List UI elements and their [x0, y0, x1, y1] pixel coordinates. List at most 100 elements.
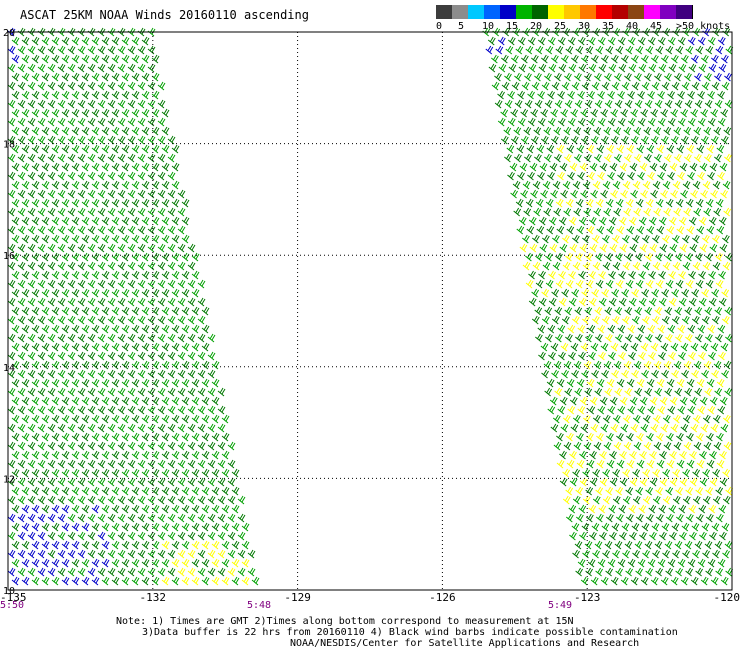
wind-barb: [586, 459, 595, 469]
wind-barb: [57, 135, 66, 145]
wind-barb: [151, 522, 160, 532]
wind-barb: [177, 495, 186, 505]
wind-barb: [81, 234, 90, 244]
wind-barb: [628, 63, 637, 73]
wind-barb: [582, 261, 591, 271]
wind-barb: [141, 216, 150, 226]
wind-barb: [619, 396, 628, 406]
wind-barb: [51, 468, 60, 478]
wind-barb: [725, 252, 733, 262]
wind-barb: [221, 450, 230, 460]
wind-barb: [540, 342, 549, 352]
wind-barb: [642, 180, 651, 190]
wind-barb: [17, 477, 26, 487]
wind-barb: [17, 369, 26, 379]
wind-barb: [642, 495, 651, 505]
wind-barb: [77, 513, 86, 523]
wind-barb: [51, 234, 60, 244]
legend-label: >50 knots: [676, 21, 731, 32]
wind-barb: [247, 567, 256, 577]
wind-barb: [217, 459, 226, 469]
wind-barb: [584, 540, 593, 550]
wind-barb: [61, 72, 70, 82]
wind-barb: [487, 36, 496, 46]
wind-barb: [497, 117, 506, 127]
wind-barb: [111, 198, 120, 208]
wind-barb: [696, 459, 705, 469]
wind-barb: [207, 495, 216, 505]
wind-barb: [51, 306, 60, 316]
wind-barb: [197, 315, 206, 325]
wind-barb: [488, 63, 497, 73]
wind-barb: [609, 450, 617, 460]
wind-barb: [705, 513, 714, 523]
wind-barb: [131, 432, 140, 442]
wind-barb: [47, 81, 56, 91]
wind-barb: [31, 198, 40, 208]
wind-barb: [603, 441, 612, 451]
wind-barb: [147, 207, 156, 217]
wind-barb: [197, 351, 206, 361]
wind-barb: [107, 351, 116, 361]
wind-barb: [688, 297, 697, 307]
wind-barb: [682, 549, 690, 559]
wind-barb: [51, 36, 60, 46]
wind-barb: [557, 324, 566, 334]
wind-barb: [17, 387, 26, 397]
wind-barb: [681, 288, 690, 298]
wind-barb: [121, 54, 130, 64]
wind-barb: [31, 144, 40, 154]
wind-barb: [659, 477, 668, 487]
wind-barb: [675, 198, 684, 208]
wind-barb: [623, 207, 632, 217]
wind-barb: [7, 405, 16, 415]
wind-barb: [681, 81, 690, 91]
wind-barb: [127, 387, 136, 397]
wind-barb: [546, 378, 555, 388]
wind-barb: [710, 342, 719, 352]
wind-barb: [533, 126, 542, 136]
wind-barb: [537, 117, 546, 127]
wind-barb: [559, 243, 568, 253]
wind-barb: [576, 378, 585, 388]
wind-barb: [526, 225, 535, 235]
wind-barb: [635, 252, 643, 262]
wind-barb: [91, 288, 100, 298]
wind-barb: [639, 243, 648, 253]
wind-barb: [121, 126, 130, 136]
wind-barb: [691, 288, 700, 298]
wind-barb: [21, 216, 30, 226]
wind-barb: [127, 441, 136, 451]
wind-barb: [682, 414, 691, 424]
wind-barb: [645, 333, 653, 343]
wind-barb: [117, 99, 126, 109]
wind-barb: [650, 135, 659, 145]
wind-barb: [137, 477, 146, 487]
wind-barb: [650, 108, 659, 118]
wind-barb: [161, 450, 170, 460]
wind-barb: [131, 54, 140, 64]
wind-barb: [693, 441, 702, 451]
wind-barb: [137, 171, 146, 181]
wind-barb: [604, 306, 613, 316]
wind-barb: [591, 54, 599, 64]
wind-barb: [117, 459, 126, 469]
wind-barb: [67, 513, 76, 523]
wind-barb: [590, 423, 599, 433]
wind-barb: [91, 126, 100, 136]
wind-barb: [27, 387, 36, 397]
wind-barb: [137, 279, 146, 289]
wind-barb: [645, 513, 654, 523]
wind-barb: [81, 360, 90, 370]
wind-barb: [528, 63, 537, 73]
wind-barb: [600, 576, 609, 586]
wind-barb: [207, 333, 216, 343]
wind-barb: [111, 486, 120, 496]
wind-barb: [676, 459, 685, 469]
wind-barb: [640, 423, 649, 433]
wind-barb: [685, 333, 693, 343]
wind-barb: [709, 162, 718, 172]
wind-barb: [622, 495, 631, 505]
wind-barb: [207, 423, 216, 433]
wind-barb: [630, 342, 639, 352]
